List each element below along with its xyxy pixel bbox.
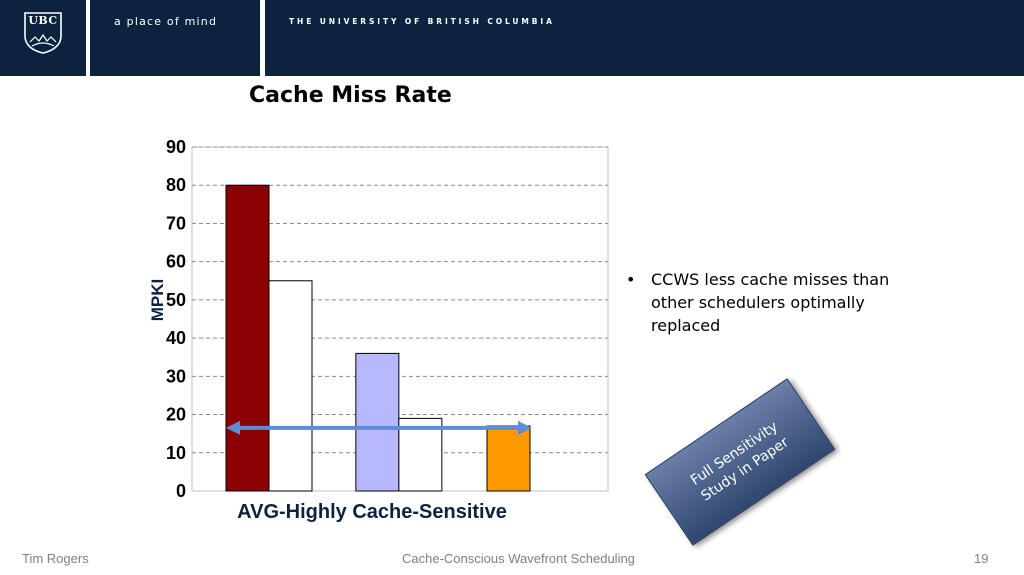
y-tick-label: 0 [176,481,186,501]
header-bar: UBC a place of mind THE UNIVERSITY OF BR… [0,0,1024,76]
y-axis-label: MPKI [148,279,167,322]
arrow-head-left [226,420,240,435]
ubc-logo-text: UBC [28,14,58,27]
bar [398,417,443,492]
footer-author: Tim Rogers [22,551,89,566]
y-tick-label: 50 [166,290,186,310]
bar [486,425,531,492]
x-category-label: AVG-Highly Cache-Sensitive [237,501,507,523]
university-name: THE UNIVERSITY OF BRITISH COLUMBIA [289,17,555,26]
bar [355,352,400,492]
callout-box: Full Sensitivity Study in Paper [644,378,836,546]
y-tick-label: 20 [166,405,186,425]
arrow-head-right [518,420,532,435]
y-tick-label: 70 [166,213,186,233]
tagline-block [90,0,260,76]
y-tick-label: 60 [166,252,186,272]
chart-title: Cache Miss Rate [249,83,452,108]
university-block [265,0,1024,76]
y-tick-label: 40 [166,328,186,348]
footer-title: Cache-Conscious Wavefront Scheduling [402,551,635,566]
bar [225,184,270,492]
y-tick-label: 10 [166,443,186,463]
tagline: a place of mind [114,15,218,28]
y-tick-label: 30 [166,366,186,386]
y-tick-label: 80 [166,175,186,195]
footer-page-number: 19 [974,551,989,566]
bullet-dot-icon: • [626,270,636,289]
bar [268,280,313,492]
y-tick-label: 90 [166,137,186,157]
ubc-crest-icon [24,12,62,54]
bar-chart: 0 10 20 30 40 50 60 70 80 90 AVG-Highly Cache-Sens… [148,137,609,523]
bullet-text: CCWS less cache misses than other schedu… [651,270,890,335]
